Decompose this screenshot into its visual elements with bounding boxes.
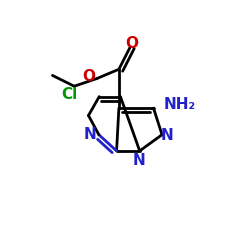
Text: O: O [125, 36, 138, 51]
Text: O: O [82, 70, 95, 84]
Text: NH₂: NH₂ [164, 97, 196, 112]
Text: N: N [132, 154, 145, 168]
Text: N: N [160, 128, 173, 144]
Text: N: N [84, 127, 97, 142]
Text: Cl: Cl [61, 87, 78, 102]
